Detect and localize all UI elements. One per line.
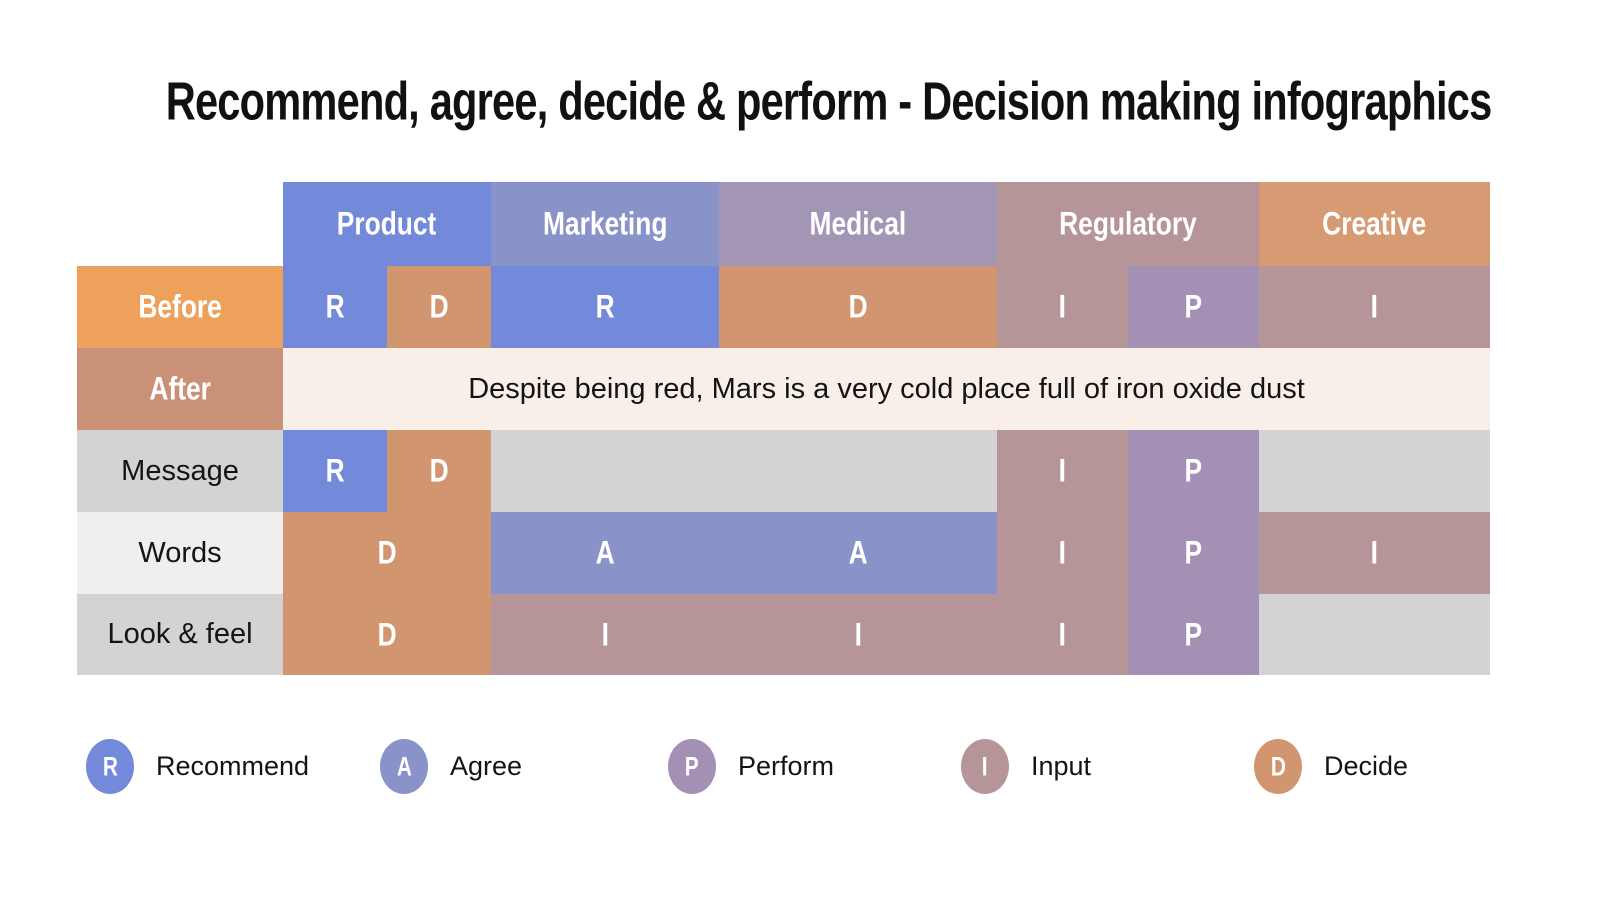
row-header-before: Before [77,266,283,348]
cell-words-marketing-agree: A [491,512,719,594]
agree-badge-icon: A [380,738,428,794]
cell-lookfeel-medical-input: I [719,594,997,675]
decide-badge-icon: D [1254,738,1302,794]
cell-message-empty [491,430,997,512]
row-header-after: After [77,348,283,430]
cell-words-medical-agree: A [719,512,997,594]
recommend-badge-icon: R [86,738,134,794]
input-badge-icon: I [961,738,1009,794]
legend-item-input: I Input [961,738,1091,794]
legend-label: Perform [738,750,835,781]
cell-lookfeel-regulatory-input: I [997,594,1128,675]
column-header-marketing: Marketing [491,182,719,266]
legend-label: Agree [450,750,523,781]
cell-message-creative-empty [1259,430,1490,512]
page-title-text: Recommend, agree, decide & perform - Dec… [165,71,1493,133]
cell-words-regulatory-perform: P [1128,512,1259,594]
column-header-product: Product [283,182,491,266]
cell-message-regulatory-input: I [997,430,1128,512]
column-header-creative: Creative [1259,182,1490,266]
cell-words-product-decide: D [283,512,491,594]
row-header-lookfeel: Look & feel [77,594,283,675]
cell-words-regulatory-input: I [997,512,1128,594]
legend-label: Input [1031,750,1092,781]
cell-before-creative-input: I [1259,266,1490,348]
after-banner: Despite being red, Mars is a very cold p… [283,348,1490,430]
cell-before-medical-decide: D [719,266,997,348]
cell-lookfeel-product-decide: D [283,594,491,675]
cell-message-product-decide: D [387,430,491,512]
legend-item-agree: A Agree [380,738,522,794]
cell-before-product-decide: D [387,266,491,348]
cell-before-product-recommend: R [283,266,387,348]
cell-before-marketing-recommend: R [491,266,719,348]
legend-label: Decide [1324,750,1409,781]
legend-item-perform: P Perform [668,738,834,794]
row-header-message: Message [77,430,283,512]
column-header-regulatory: Regulatory [997,182,1259,266]
cell-before-regulatory-perform: P [1128,266,1259,348]
legend-label: Recommend [156,750,310,781]
legend-item-recommend: R Recommend [86,738,309,794]
cell-message-regulatory-perform: P [1128,430,1259,512]
page-title: Recommend, agree, decide & perform - Dec… [0,72,1600,132]
column-header-medical: Medical [719,182,997,266]
cell-message-product-recommend: R [283,430,387,512]
cell-before-regulatory-input: I [997,266,1128,348]
cell-words-creative-input: I [1259,512,1490,594]
legend-item-decide: D Decide [1254,738,1408,794]
cell-lookfeel-regulatory-perform: P [1128,594,1259,675]
cell-lookfeel-marketing-input: I [491,594,719,675]
cell-lookfeel-creative-empty [1259,594,1490,675]
perform-badge-icon: P [668,738,716,794]
row-header-words: Words [77,512,283,594]
